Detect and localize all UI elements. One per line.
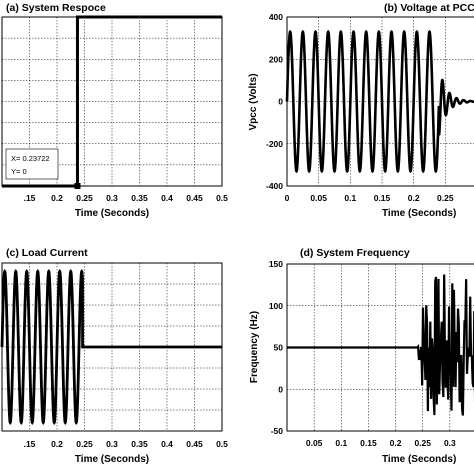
x-tick-label: 0.05 [310, 193, 327, 203]
y-tick-label: -400 [266, 181, 283, 191]
panel-a-xlabel: Time (Seconds) [75, 208, 149, 219]
panel-d-title: (d) System Frequency [300, 247, 410, 259]
x-tick-label: 0.05 [306, 438, 323, 448]
panel-a-title: (a) System Respoce [6, 2, 106, 14]
x-tick-label: 0.1 [335, 438, 347, 448]
x-tick-label: 0.3 [444, 438, 456, 448]
x-tick-label: 0.2 [390, 438, 402, 448]
x-tick-label: 0.45 [186, 193, 203, 203]
series-line [287, 274, 474, 416]
x-tick-label: 0.15 [374, 193, 391, 203]
y-tick-label: 200 [269, 54, 283, 64]
panel-b-ylabel: Vpcc (Volts) [248, 73, 259, 130]
y-tick-label: 100 [269, 301, 283, 311]
y-tick-label: 0 [278, 97, 283, 107]
datatip-marker[interactable] [74, 183, 81, 189]
x-tick-label: 0.4 [161, 193, 173, 203]
x-tick-label: 0.45 [186, 439, 203, 449]
panel-a-series [2, 15, 222, 189]
panel-b-x-ticks: 0 0.05 0.1 0.15 0.2 0.25 [285, 193, 454, 203]
panel-c-title: (c) Load Current [6, 247, 88, 259]
x-tick-label: 0.25 [437, 193, 454, 203]
panel-b: (b) Voltage at PCC Vpcc (Volts) 0 0.05 0.1… [248, 2, 474, 219]
panel-a: (a) System Respoce .15 0.2 0.25 0.3 0.35 0.4 0… [1, 2, 229, 219]
panel-d-grid [287, 264, 474, 431]
x-tick-label: 0.35 [131, 193, 148, 203]
panel-a-datatip[interactable]: X= 0.23722 Y= 0 [5, 148, 59, 180]
x-tick-label: 0.1 [344, 193, 356, 203]
panel-a-x-ticks: .15 0.2 0.25 0.3 0.35 0.4 0.45 0.5 [24, 193, 229, 203]
panel-c-series [0, 269, 222, 425]
y-tick-label: 150 [269, 259, 283, 269]
x-tick-label: 0.25 [76, 193, 93, 203]
series-line [2, 15, 222, 188]
x-tick-label: 0.25 [414, 438, 431, 448]
datatip-y: Y= 0 [11, 167, 27, 176]
x-tick-label: 0.3 [106, 439, 118, 449]
x-tick-label: 0.5 [216, 193, 228, 203]
panel-b-title: (b) Voltage at PCC [384, 2, 474, 14]
x-tick-label: 0.25 [76, 439, 93, 449]
panel-d-ylabel: Frequency (Hz) [249, 311, 260, 383]
x-tick-label: 0.35 [131, 439, 148, 449]
x-tick-label: 0.2 [51, 439, 63, 449]
x-tick-label: 0 [285, 193, 290, 203]
x-tick-label: 0.3 [106, 193, 118, 203]
x-tick-label: 0.5 [216, 439, 228, 449]
series-line [285, 29, 474, 174]
series-line [0, 269, 222, 425]
panel-d-y-ticks: -50 0 50 100 150 [269, 259, 283, 436]
y-tick-label: -50 [271, 426, 284, 436]
y-tick-label: 0 [278, 384, 283, 394]
panel-b-y-ticks: -400 -200 0 200 400 [266, 12, 283, 191]
panel-b-series [285, 29, 474, 174]
y-tick-label: 50 [274, 343, 284, 353]
datatip-box [5, 148, 59, 180]
y-tick-label: -200 [266, 139, 283, 149]
panel-c: (c) Load Current .15 0.2 0.25 0.3 0.35 0.4 0.4… [0, 247, 229, 465]
y-tick-label: 400 [269, 12, 283, 22]
panel-c-xlabel: Time (Seconds) [75, 454, 149, 465]
panel-d-series [287, 274, 474, 416]
panel-c-x-ticks: .15 0.2 0.25 0.3 0.35 0.4 0.45 0.5 [24, 439, 229, 449]
panel-b-xlabel: Time (Seconds) [382, 208, 456, 219]
x-tick-label: .15 [24, 439, 36, 449]
panel-d: (d) System Frequency Frequency (Hz) 0.05… [249, 247, 474, 465]
x-tick-label: 0.4 [161, 439, 173, 449]
panel-d-x-ticks: 0.05 0.1 0.15 0.2 0.25 0.3 [306, 438, 456, 448]
datatip-x: X= 0.23722 [11, 154, 50, 163]
x-tick-label: 0.2 [408, 193, 420, 203]
panel-d-xlabel: Time (Seconds) [382, 454, 456, 465]
x-tick-label: 0.15 [360, 438, 377, 448]
x-tick-label: .15 [24, 193, 36, 203]
x-tick-label: 0.2 [51, 193, 63, 203]
panel-a-grid [2, 17, 222, 186]
